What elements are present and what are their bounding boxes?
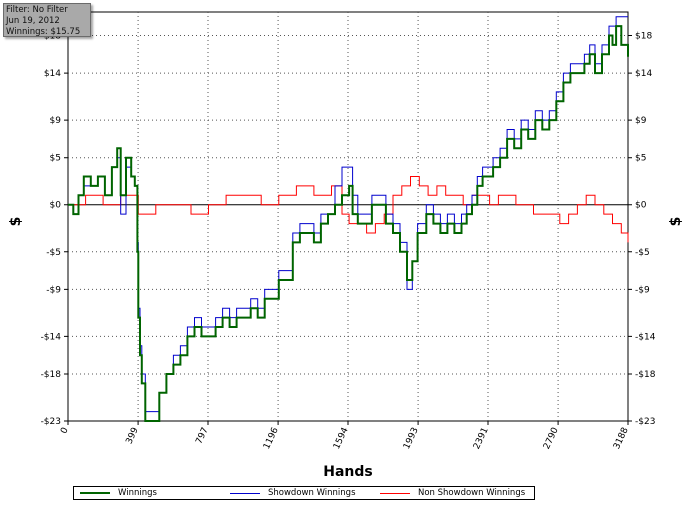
- x-tick-label: 1993: [402, 426, 421, 451]
- winnings-label: Winnings: $15.75: [6, 27, 81, 37]
- y-tick-label-left: $0: [50, 201, 62, 211]
- y-tick-label-right: $18: [635, 32, 652, 42]
- y-tick-label-left: -$14: [41, 332, 62, 342]
- legend-item-winnings: Winnings: [80, 487, 157, 499]
- y-tick-label-right: -$23: [635, 417, 655, 427]
- legend-label: Showdown Winnings: [268, 488, 356, 498]
- legend-item-showdown-winnings: Showdown Winnings: [230, 487, 356, 499]
- y-tick-label-right: -$14: [635, 332, 656, 342]
- winnings-line: [68, 25, 629, 422]
- y-tick-label-left: -$23: [41, 417, 61, 427]
- y-tick-label-right: $5: [635, 154, 646, 164]
- x-tick-label: 2790: [542, 426, 561, 451]
- legend-item-non-showdown-winnings: Non Showdown Winnings: [380, 487, 525, 499]
- legend-label: Winnings: [118, 488, 157, 498]
- x-axis-title: Hands: [323, 464, 373, 480]
- y-tick-label-right: $0: [635, 201, 647, 211]
- y-tick-label-left: $9: [50, 116, 62, 126]
- y-tick-label-left: $5: [50, 154, 61, 164]
- date-label: Jun 19, 2012: [6, 16, 60, 26]
- legend: Winnings Showdown Winnings Non Showdown Wi…: [73, 486, 535, 500]
- y-tick-label-right: $9: [635, 116, 647, 126]
- x-tick-label: 0: [59, 426, 71, 436]
- x-tick-label: 797: [194, 426, 210, 446]
- y-tick-label-left: -$9: [46, 285, 61, 295]
- y-axis-title-right: $: [668, 217, 684, 227]
- y-tick-label-right: -$18: [635, 370, 656, 380]
- legend-swatch: [380, 492, 410, 494]
- y-tick-label-right: -$9: [635, 285, 650, 295]
- y-tick-label-right: -$5: [635, 248, 650, 258]
- x-tick-label: 2391: [472, 426, 491, 451]
- non-showdown-winnings-line: [68, 176, 629, 243]
- y-tick-label-right: $14: [635, 69, 652, 79]
- x-tick-label: 1594: [332, 426, 351, 451]
- filter-label: Filter: No Filter: [6, 5, 68, 15]
- legend-swatch: [230, 492, 260, 494]
- y-tick-label-left: -$5: [46, 248, 61, 258]
- info-box: Filter: No Filter Jun 19, 2012 Winnings:…: [3, 3, 91, 37]
- x-tick-label: 1196: [262, 426, 281, 451]
- y-axis-title-left: $: [8, 217, 24, 227]
- y-tick-label-left: -$18: [41, 370, 62, 380]
- x-tick-label: 399: [124, 426, 140, 446]
- legend-swatch: [80, 492, 110, 494]
- x-tick-label: 3188: [612, 426, 631, 451]
- legend-label: Non Showdown Winnings: [418, 488, 526, 498]
- y-tick-label-left: $14: [44, 69, 61, 79]
